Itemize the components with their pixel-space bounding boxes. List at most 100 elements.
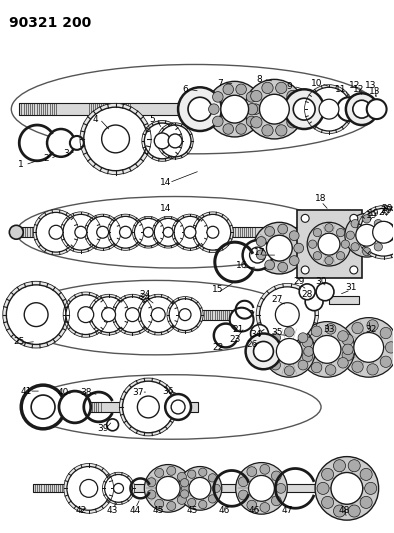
Circle shape bbox=[350, 266, 358, 274]
Circle shape bbox=[299, 321, 355, 377]
Circle shape bbox=[278, 224, 288, 234]
Circle shape bbox=[63, 292, 108, 337]
Circle shape bbox=[360, 469, 372, 480]
Text: 8: 8 bbox=[256, 75, 262, 84]
Circle shape bbox=[299, 284, 315, 300]
Circle shape bbox=[167, 296, 203, 333]
Bar bbox=[19, 310, 251, 320]
Circle shape bbox=[102, 472, 135, 505]
Circle shape bbox=[353, 100, 371, 118]
Text: 46: 46 bbox=[249, 506, 260, 515]
Circle shape bbox=[342, 344, 353, 354]
Bar bbox=[19, 103, 357, 115]
Circle shape bbox=[36, 212, 76, 252]
Circle shape bbox=[336, 229, 345, 237]
Circle shape bbox=[262, 125, 273, 136]
Circle shape bbox=[256, 237, 266, 246]
Circle shape bbox=[305, 85, 353, 134]
Circle shape bbox=[375, 222, 394, 242]
Circle shape bbox=[305, 293, 323, 311]
Circle shape bbox=[247, 500, 257, 510]
Circle shape bbox=[367, 99, 387, 119]
Circle shape bbox=[157, 123, 193, 159]
Circle shape bbox=[91, 297, 126, 333]
Circle shape bbox=[75, 227, 87, 238]
Circle shape bbox=[251, 117, 262, 128]
Circle shape bbox=[195, 214, 231, 250]
Circle shape bbox=[379, 231, 387, 239]
Circle shape bbox=[208, 474, 217, 482]
Circle shape bbox=[352, 361, 363, 373]
Circle shape bbox=[325, 324, 336, 334]
Circle shape bbox=[113, 483, 123, 494]
Circle shape bbox=[301, 266, 309, 274]
Text: 38: 38 bbox=[80, 387, 91, 397]
Text: 27: 27 bbox=[272, 295, 283, 304]
Circle shape bbox=[188, 97, 212, 121]
Circle shape bbox=[168, 134, 182, 148]
Text: 34: 34 bbox=[250, 330, 261, 339]
Text: 42: 42 bbox=[75, 506, 86, 515]
Text: 5: 5 bbox=[149, 115, 155, 124]
Circle shape bbox=[236, 124, 246, 134]
Text: 15: 15 bbox=[212, 285, 223, 294]
Circle shape bbox=[346, 93, 377, 125]
Circle shape bbox=[238, 477, 248, 487]
Text: 3: 3 bbox=[63, 149, 69, 158]
Circle shape bbox=[315, 457, 379, 520]
Text: 13: 13 bbox=[369, 87, 381, 96]
Text: 45: 45 bbox=[152, 506, 164, 515]
Circle shape bbox=[207, 227, 219, 238]
Circle shape bbox=[159, 125, 191, 157]
Circle shape bbox=[275, 303, 299, 327]
Text: 16: 16 bbox=[236, 261, 247, 270]
Circle shape bbox=[380, 327, 392, 338]
Bar bbox=[33, 484, 357, 492]
Circle shape bbox=[367, 364, 378, 375]
Circle shape bbox=[313, 252, 322, 260]
Circle shape bbox=[289, 231, 299, 240]
Circle shape bbox=[138, 294, 178, 335]
Circle shape bbox=[302, 337, 313, 348]
Circle shape bbox=[265, 227, 275, 236]
Circle shape bbox=[6, 285, 66, 344]
Circle shape bbox=[236, 463, 287, 514]
Circle shape bbox=[316, 283, 334, 301]
Text: 45: 45 bbox=[186, 506, 198, 515]
Circle shape bbox=[342, 334, 353, 345]
Text: 14: 14 bbox=[160, 178, 171, 187]
Circle shape bbox=[151, 308, 165, 321]
Text: 21: 21 bbox=[232, 325, 243, 334]
Circle shape bbox=[365, 482, 377, 495]
Text: 22: 22 bbox=[212, 343, 223, 352]
Circle shape bbox=[254, 342, 273, 361]
Circle shape bbox=[284, 90, 324, 129]
Circle shape bbox=[125, 308, 139, 321]
Text: 10: 10 bbox=[311, 79, 323, 88]
Circle shape bbox=[256, 284, 318, 346]
Circle shape bbox=[317, 482, 329, 495]
Circle shape bbox=[338, 330, 348, 341]
Text: 30: 30 bbox=[315, 277, 327, 286]
Circle shape bbox=[189, 478, 211, 499]
Circle shape bbox=[374, 220, 383, 228]
Circle shape bbox=[249, 247, 266, 263]
Circle shape bbox=[339, 318, 394, 377]
Circle shape bbox=[360, 208, 394, 256]
Circle shape bbox=[265, 346, 275, 356]
Circle shape bbox=[47, 129, 75, 157]
Circle shape bbox=[276, 82, 287, 94]
Circle shape bbox=[264, 326, 315, 377]
Circle shape bbox=[138, 396, 159, 418]
Circle shape bbox=[180, 479, 189, 487]
Circle shape bbox=[167, 466, 176, 475]
Circle shape bbox=[313, 335, 341, 364]
Circle shape bbox=[147, 490, 156, 499]
Circle shape bbox=[291, 103, 302, 115]
Circle shape bbox=[351, 220, 359, 228]
Circle shape bbox=[110, 216, 141, 248]
Text: 9: 9 bbox=[286, 82, 292, 91]
Text: 44: 44 bbox=[130, 506, 141, 515]
Circle shape bbox=[24, 303, 48, 327]
Circle shape bbox=[132, 216, 164, 248]
